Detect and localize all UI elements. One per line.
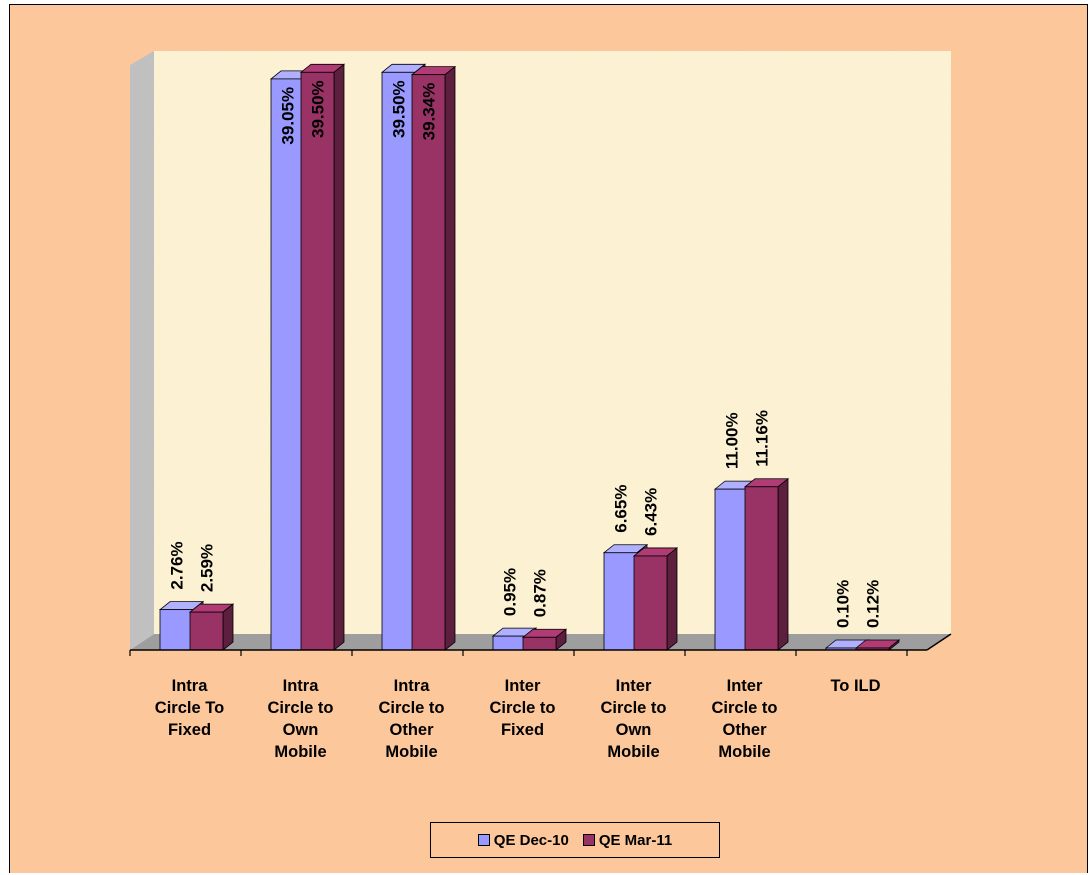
category-label-line: Mobile [607,743,659,761]
category-label: Inter Circle to Fixed [489,677,555,739]
bar [410,65,457,651]
data-labels: 2.76% 2.59% 39.05% 39.50% 39.50% 39.34% 0.95% 0… [168,80,883,628]
category-label-line: Intra [394,677,431,695]
category-label-line: Mobile [718,743,770,761]
category-label: Inter Circle to Own Mobile [600,677,666,761]
bar-chart: 2.76% 2.59% 39.05% 39.50% 39.50% 39.34% 0.95% 0… [129,51,952,761]
bar [299,63,346,651]
category-label-line: Circle to [378,699,444,717]
legend: QE Dec-10 QE Mar-11 [430,822,720,858]
legend-swatch [477,834,490,846]
data-label: 39.34% [420,83,439,141]
category-label-line: Other [389,721,434,739]
data-label: 0.12% [864,580,883,628]
bar-front [270,78,305,651]
legend-swatch [582,834,595,846]
category-label-line: Inter [505,677,541,695]
category-label-line: Fixed [168,721,211,739]
bar-front [189,611,224,651]
bar-side [333,63,345,651]
x-axis [129,633,952,656]
bar-front [492,635,527,651]
category-label-line: Circle to [267,699,333,717]
category-label-line: Own [283,721,319,739]
category-label-line: Intra [172,677,209,695]
data-label: 39.50% [309,80,328,138]
category-label-line: Circle to [600,699,666,717]
category-label-line: Circle to [711,699,777,717]
data-label: 6.43% [642,488,661,536]
bar [521,628,568,651]
x-axis-depth-line [926,633,952,651]
bar-front [159,609,194,651]
chart-area: 2.76% 2.59% 39.05% 39.50% 39.50% 39.34% 0.95% 0… [9,4,1088,873]
data-label: 0.95% [501,568,520,616]
data-label: 39.50% [390,80,409,138]
bar-front [381,71,416,651]
bar-front [603,552,638,651]
bar-front [633,555,668,651]
data-label: 2.76% [168,541,187,589]
category-label-line: Inter [616,677,652,695]
category-label-line: Circle to [489,699,555,717]
category-label: Intra Circle To Fixed [155,677,224,739]
category-label-line: Inter [727,677,763,695]
category-label: Inter Circle to Other Mobile [711,677,777,761]
category-label-line: Mobile [274,743,326,761]
category-label-line: Circle To [155,699,224,717]
legend-item-series-1: QE Mar-11 [582,831,673,849]
bar [632,547,679,651]
data-label: 0.87% [531,569,550,617]
category-labels: Intra Circle To Fixed Intra Circle to Own Mobi… [155,677,881,761]
data-label: 11.16% [753,410,772,467]
category-label-line: To ILD [830,677,880,695]
bar-front [714,488,749,651]
category-label: To ILD [830,677,880,695]
category-label-line: Intra [283,677,320,695]
category-label: Intra Circle to Other Mobile [378,677,444,761]
bar-front [411,74,446,651]
bar-front [744,486,779,651]
legend-label: QE Dec-10 [493,831,569,849]
bar [188,603,235,651]
bar [743,477,790,651]
data-label: 6.65% [612,485,631,533]
bars-group [158,63,901,651]
plot-walls [130,51,951,650]
legend-item-series-0: QE Dec-10 [477,831,569,849]
category-label-line: Fixed [501,721,544,739]
bar-front [300,71,335,651]
category-label-line: Own [616,721,652,739]
data-label: 2.59% [198,544,217,592]
bar-side [777,477,789,651]
category-label: Intra Circle to Own Mobile [267,677,333,761]
bar-side [222,603,234,651]
legend-label: QE Mar-11 [598,831,673,849]
category-label-line: Other [722,721,767,739]
bar-side [444,65,456,651]
data-label: 11.00% [723,412,742,469]
bar-front [522,636,557,651]
data-label: 0.10% [834,580,853,628]
bar-side [666,547,678,651]
plot-side-wall [130,51,154,650]
category-label-line: Mobile [385,743,437,761]
data-label: 39.05% [279,87,298,145]
